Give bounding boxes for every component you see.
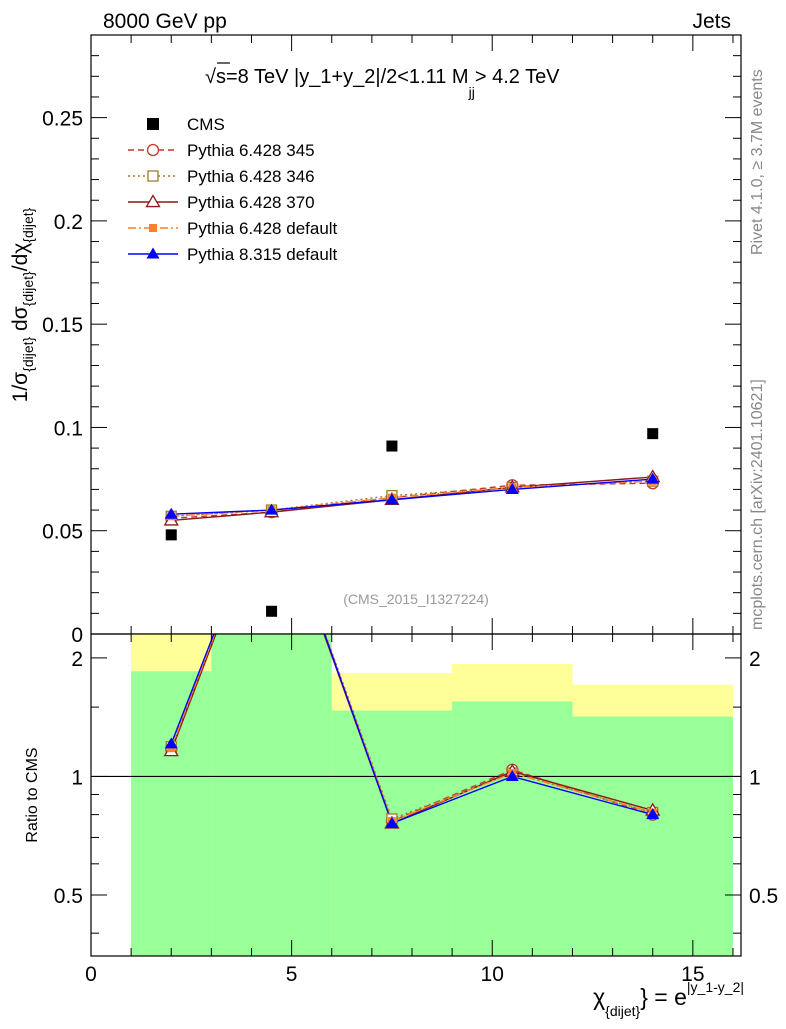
- ratio-marks: [91, 634, 741, 956]
- main-y-axis-label: 1/σ{dijet} dσ{dijet}/dχ{dijet}: [9, 207, 36, 402]
- legend-label-pythia-8-315-default: Pythia 8.315 default: [187, 245, 338, 264]
- ratio-ytick-label-left-2: 1: [71, 766, 83, 789]
- header-left-label: 8000 GeV pp: [103, 10, 227, 33]
- xlabel-part-3: } = e: [640, 984, 687, 1010]
- legend-marker-pythia-6-428-346: [147, 170, 159, 182]
- xlabel-part-1: χ: [593, 984, 605, 1010]
- ratio-point-pythia-8-315-default-1: [164, 737, 178, 749]
- series-point-pythia-8-315-default-5: [646, 472, 660, 484]
- main-ytick-label-1: 0: [71, 624, 83, 647]
- main-title-text: =8 TeV |y_1+y_2|/2<1.11 M: [226, 66, 469, 88]
- ratio-ytick-label-left-3: 2: [71, 648, 83, 671]
- ylabel-part-3: dσ: [9, 306, 32, 337]
- x-tick-label-1: 0: [85, 963, 97, 986]
- legend-label-pythia-6-428-345: Pythia 6.428 345: [187, 141, 315, 160]
- ratio-plot-panel: 0.5 0.5 1 1 2 2 0 5 10 15 Ratio to CMS χ{dijet}} …: [24, 633, 778, 1019]
- side-text-rivet: Rivet 4.1.0, ≥ 3.7M events: [749, 69, 766, 255]
- main-title-suffix: > 4.2 TeV: [475, 66, 560, 88]
- xlabel-part-4: |y_1-y_2|: [687, 979, 744, 995]
- series-line-pythia-6-428-345: [171, 482, 653, 520]
- ylabel-part-6: {dijet}: [20, 207, 36, 242]
- x-tick-label-4: 15: [681, 963, 704, 986]
- side-text-mcplots: mcplots.cern.ch [arXiv:2401.10621]: [749, 379, 766, 630]
- ylabel-part-5: /dχ: [9, 243, 32, 272]
- series-point-pythia-8-315-default-2: [265, 503, 279, 515]
- main-ticks: 0 0.05 0.1 0.15 0.2 0.25: [42, 35, 741, 647]
- main-title: √s=8 TeV |y_1+y_2|/2<1.11 Mjj> 4.2 TeV: [205, 66, 560, 100]
- legend-label-pythia-6-428-346: Pythia 6.428 346: [187, 167, 315, 186]
- series-point-pythia-8-315-default-3: [385, 493, 399, 505]
- legend-marker-pythia-6-428-370: [145, 194, 161, 208]
- ratio-ytick-label-right-2: 1: [749, 766, 761, 789]
- ratio-ytick-label-right-3: 2: [749, 648, 761, 671]
- x-tick-label-3: 10: [481, 963, 504, 986]
- ratio-frame: [90, 633, 742, 957]
- ratio-point-pythia-8-315-default-5: [646, 808, 660, 820]
- ratio-band-inner-5: [572, 716, 733, 956]
- legend-label-cms: CMS: [187, 115, 225, 134]
- cms-data-point-2: [266, 605, 278, 617]
- main-plot-panel: 0 0.05 0.1 0.15 0.2 0.25 √s=8 TeV |y_1+y_2|/2…: [9, 34, 742, 647]
- cms-data-point-3: [386, 440, 398, 452]
- ratio-ytick-label-left-1: 0.5: [54, 885, 83, 908]
- analysis-watermark: (CMS_2015_I1327224): [343, 591, 489, 607]
- main-marks: [163, 428, 661, 617]
- x-axis-label: χ{dijet}} = e|y_1-y_2|: [593, 979, 744, 1019]
- main-ytick-label-4: 0.15: [42, 314, 83, 337]
- ratio-band-inner-2: [211, 634, 332, 956]
- ratio-point-pythia-8-315-default-4: [505, 769, 519, 782]
- xlabel-part-2: {dijet}: [605, 1003, 640, 1019]
- legend-marker-pythia-6-428-default: [149, 224, 157, 232]
- legend: CMS Pythia 6.428 345 Pythia 6.428 346 Pythi…: [128, 115, 338, 264]
- ylabel-part-2: {dijet}: [20, 336, 36, 371]
- ratio-band-inner-4: [452, 701, 573, 956]
- ylabel-part-1: 1/σ: [9, 372, 32, 403]
- main-title-sqrt: √s: [205, 66, 226, 88]
- main-ytick-label-3: 0.1: [54, 417, 83, 440]
- legend-label-pythia-6-428-370: Pythia 6.428 370: [187, 193, 315, 212]
- ylabel-part-4: {dijet}: [20, 271, 36, 306]
- legend-marker-pythia-8-315-default: [146, 247, 160, 259]
- main-ytick-label-5: 0.2: [54, 211, 83, 234]
- ratio-ticks: 0.5 0.5 1 1 2 2 0 5 10 15: [54, 634, 778, 986]
- cms-data-point-5: [647, 428, 659, 440]
- legend-marker-cms: [147, 118, 159, 130]
- ratio-y-axis-label: Ratio to CMS: [24, 747, 41, 842]
- ratio-ytick-label-right-1: 0.5: [749, 885, 778, 908]
- legend-marker-pythia-6-428-345: [146, 143, 160, 157]
- series-point-pythia-8-315-default-1: [164, 507, 178, 519]
- legend-label-pythia-6-428-default: Pythia 6.428 default: [187, 219, 338, 238]
- x-tick-label-2: 5: [286, 963, 298, 986]
- main-ytick-label-6: 0.25: [42, 108, 83, 131]
- ratio-point-pythia-8-315-default-3: [385, 816, 399, 828]
- series-point-pythia-8-315-default-4: [505, 482, 519, 494]
- main-ytick-label-2: 0.05: [42, 521, 83, 544]
- ratio-line-pythia-6-428-default: [170, 634, 653, 823]
- ratio-band-inner-1: [131, 671, 212, 956]
- main-title-subscript: jj: [468, 84, 475, 100]
- header-right-label: Jets: [692, 10, 731, 33]
- cms-data-point-1: [165, 529, 177, 541]
- ratio-band-inner-3: [331, 710, 453, 956]
